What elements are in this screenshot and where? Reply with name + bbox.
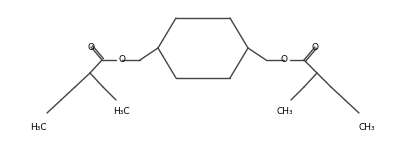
- Text: CH₃: CH₃: [359, 124, 375, 133]
- Text: H₃C: H₃C: [30, 124, 46, 133]
- Text: O: O: [311, 42, 319, 51]
- Text: O: O: [118, 55, 125, 64]
- Text: CH₃: CH₃: [277, 108, 293, 117]
- Text: O: O: [88, 42, 94, 51]
- Text: H₃C: H₃C: [113, 108, 129, 117]
- Text: O: O: [280, 55, 287, 64]
